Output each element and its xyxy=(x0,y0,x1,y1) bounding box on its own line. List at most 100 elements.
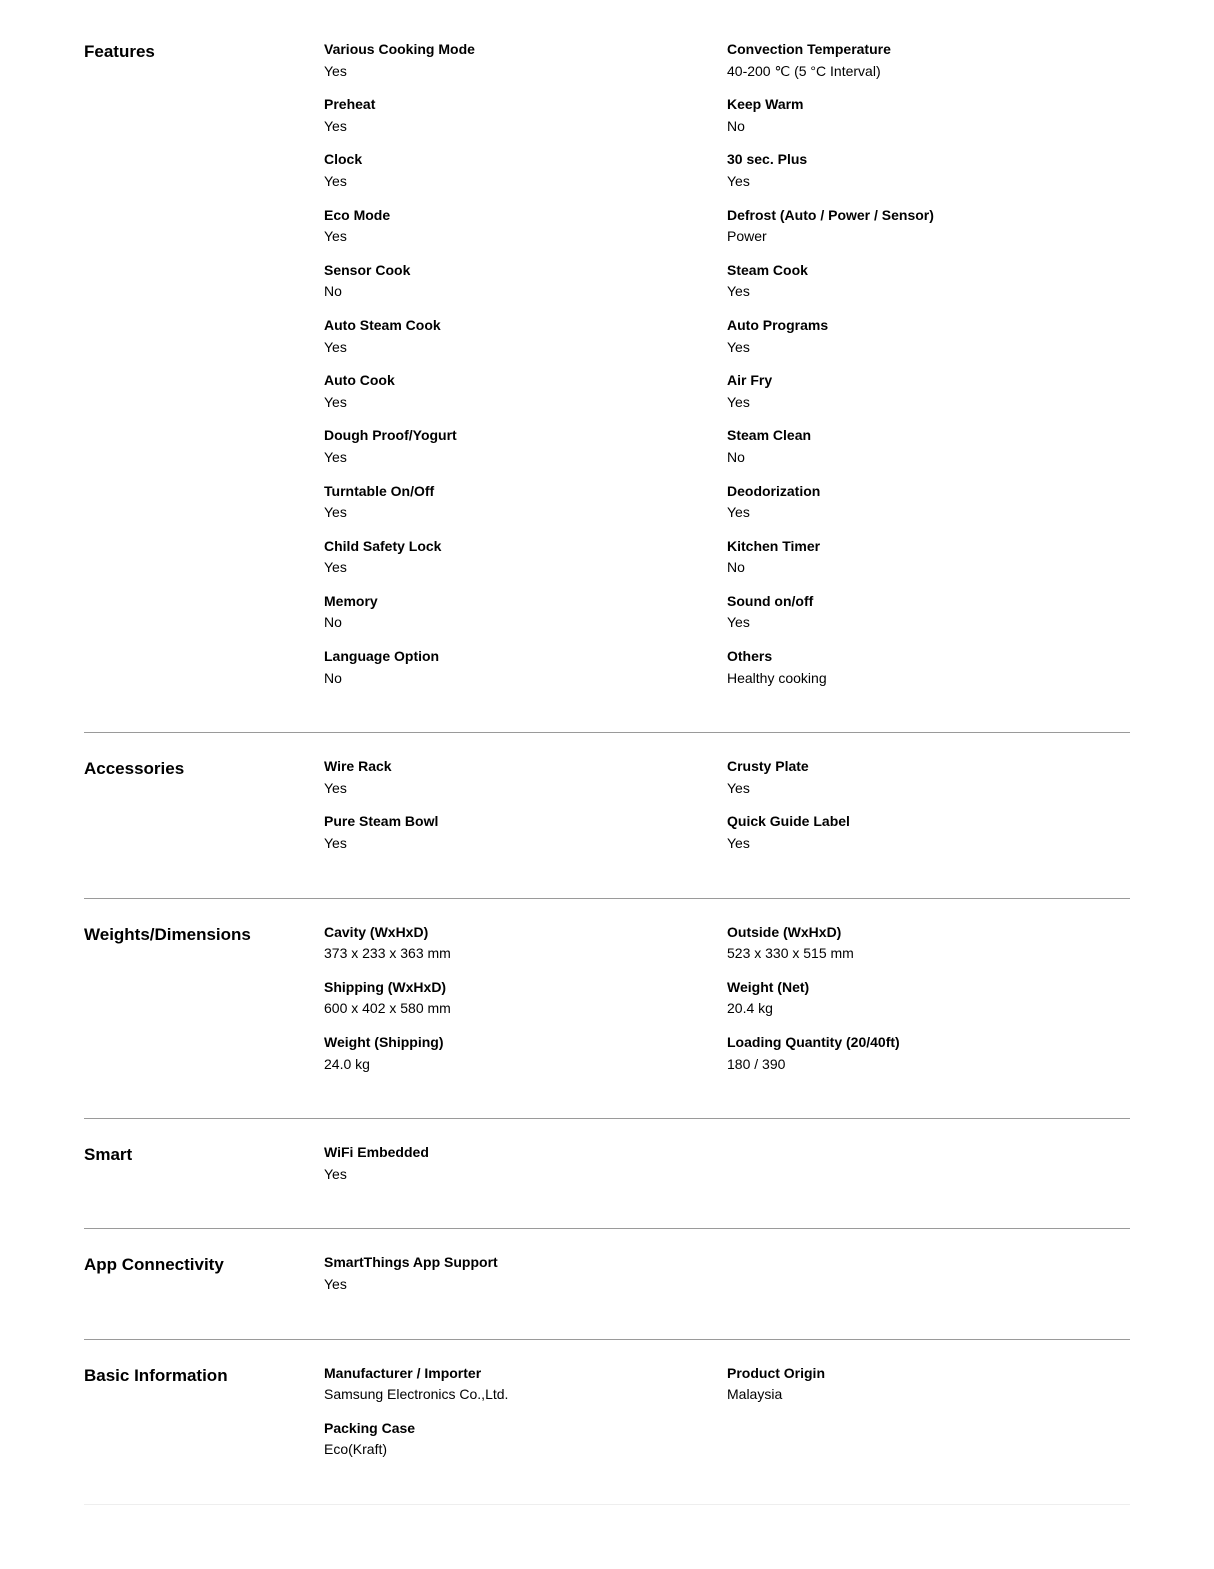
spec-value: Yes xyxy=(324,834,727,854)
spec-section: FeaturesVarious Cooking ModeYesPreheatYe… xyxy=(84,40,1130,733)
spec-section: SmartWiFi EmbeddedYes xyxy=(84,1143,1130,1229)
spec-label: Outside (WxHxD) xyxy=(727,923,1130,943)
spec-item: Shipping (WxHxD)600 x 402 x 580 mm xyxy=(324,978,727,1019)
spec-value: Yes xyxy=(324,227,727,247)
spec-label: 30 sec. Plus xyxy=(727,150,1130,170)
spec-item: SmartThings App SupportYes xyxy=(324,1253,727,1294)
spec-value: Yes xyxy=(727,779,1130,799)
spec-section: Basic InformationManufacturer / Importer… xyxy=(84,1364,1130,1505)
spec-label: Weight (Shipping) xyxy=(324,1033,727,1053)
spec-column-left: WiFi EmbeddedYes xyxy=(324,1143,727,1198)
spec-value: Eco(Kraft) xyxy=(324,1440,727,1460)
section-title: Features xyxy=(84,40,324,702)
spec-value: Yes xyxy=(324,558,727,578)
spec-label: Auto Programs xyxy=(727,316,1130,336)
spec-item: Turntable On/OffYes xyxy=(324,482,727,523)
spec-label: Wire Rack xyxy=(324,757,727,777)
spec-item: Steam CookYes xyxy=(727,261,1130,302)
spec-columns: SmartThings App SupportYes xyxy=(324,1253,1130,1308)
spec-value: Yes xyxy=(324,172,727,192)
spec-columns: Various Cooking ModeYesPreheatYesClockYe… xyxy=(324,40,1130,702)
spec-label: Clock xyxy=(324,150,727,170)
spec-value: Healthy cooking xyxy=(727,669,1130,689)
spec-label: Steam Cook xyxy=(727,261,1130,281)
spec-value: Power xyxy=(727,227,1130,247)
spec-label: SmartThings App Support xyxy=(324,1253,727,1273)
spec-item: Cavity (WxHxD)373 x 233 x 363 mm xyxy=(324,923,727,964)
spec-value: Samsung Electronics Co.,Ltd. xyxy=(324,1385,727,1405)
spec-value: Yes xyxy=(324,503,727,523)
spec-label: Convection Temperature xyxy=(727,40,1130,60)
spec-columns: Cavity (WxHxD)373 x 233 x 363 mm Shipping… xyxy=(324,923,1130,1089)
spec-column-right: Crusty PlateYesQuick Guide LabelYes xyxy=(727,757,1130,867)
spec-item: Language OptionNo xyxy=(324,647,727,688)
spec-item: Weight (Shipping)24.0 kg xyxy=(324,1033,727,1074)
spec-label: WiFi Embedded xyxy=(324,1143,727,1163)
spec-item: Auto Steam CookYes xyxy=(324,316,727,357)
spec-item: PreheatYes xyxy=(324,95,727,136)
spec-label: Steam Clean xyxy=(727,426,1130,446)
spec-value: Yes xyxy=(727,172,1130,192)
spec-value: Yes xyxy=(324,779,727,799)
spec-label: Kitchen Timer xyxy=(727,537,1130,557)
section-title: App Connectivity xyxy=(84,1253,324,1308)
spec-label: Eco Mode xyxy=(324,206,727,226)
spec-column-right xyxy=(727,1143,1130,1198)
spec-label: Pure Steam Bowl xyxy=(324,812,727,832)
spec-item: DeodorizationYes xyxy=(727,482,1130,523)
spec-column-left: Cavity (WxHxD)373 x 233 x 363 mm Shipping… xyxy=(324,923,727,1089)
spec-value: Yes xyxy=(727,282,1130,302)
spec-value: 523 x 330 x 515 mm xyxy=(727,944,1130,964)
spec-section: AccessoriesWire RackYesPure Steam BowlYe… xyxy=(84,757,1130,898)
section-title: Smart xyxy=(84,1143,324,1198)
spec-columns: Manufacturer / ImporterSamsung Electroni… xyxy=(324,1364,1130,1474)
spec-item: Air FryYes xyxy=(727,371,1130,412)
spec-value: 373 x 233 x 363 mm xyxy=(324,944,727,964)
spec-label: Others xyxy=(727,647,1130,667)
spec-label: Loading Quantity (20/40ft) xyxy=(727,1033,1130,1053)
spec-column-left: Manufacturer / ImporterSamsung Electroni… xyxy=(324,1364,727,1474)
spec-label: Weight (Net) xyxy=(727,978,1130,998)
spec-item: Weight (Net)20.4 kg xyxy=(727,978,1130,1019)
spec-item: Auto ProgramsYes xyxy=(727,316,1130,357)
spec-label: Packing Case xyxy=(324,1419,727,1439)
spec-item: Various Cooking ModeYes xyxy=(324,40,727,81)
spec-value: Yes xyxy=(727,338,1130,358)
spec-value: No xyxy=(727,117,1130,137)
spec-item: Eco ModeYes xyxy=(324,206,727,247)
spec-label: Auto Cook xyxy=(324,371,727,391)
spec-value: Yes xyxy=(727,503,1130,523)
spec-value: Yes xyxy=(727,613,1130,633)
spec-value: No xyxy=(324,282,727,302)
spec-column-left: SmartThings App SupportYes xyxy=(324,1253,727,1308)
spec-item: WiFi EmbeddedYes xyxy=(324,1143,727,1184)
spec-item: MemoryNo xyxy=(324,592,727,633)
spec-label: Language Option xyxy=(324,647,727,667)
spec-section: App ConnectivitySmartThings App SupportY… xyxy=(84,1253,1130,1339)
spec-value: No xyxy=(727,558,1130,578)
spec-label: Various Cooking Mode xyxy=(324,40,727,60)
spec-value: 180 / 390 xyxy=(727,1055,1130,1075)
spec-value: No xyxy=(324,669,727,689)
spec-label: Sound on/off xyxy=(727,592,1130,612)
spec-section: Weights/DimensionsCavity (WxHxD)373 x 23… xyxy=(84,923,1130,1120)
spec-item: Steam CleanNo xyxy=(727,426,1130,467)
spec-item: OthersHealthy cooking xyxy=(727,647,1130,688)
spec-column-right: Convection Temperature40-200 ℃ (5 °C Int… xyxy=(727,40,1130,702)
spec-label: Product Origin xyxy=(727,1364,1130,1384)
spec-label: Preheat xyxy=(324,95,727,115)
spec-value: No xyxy=(324,613,727,633)
spec-label: Dough Proof/Yogurt xyxy=(324,426,727,446)
spec-column-right: Outside (WxHxD)523 x 330 x 515 mm Weight … xyxy=(727,923,1130,1089)
spec-item: Product OriginMalaysia xyxy=(727,1364,1130,1405)
spec-label: Deodorization xyxy=(727,482,1130,502)
spec-item: Convection Temperature40-200 ℃ (5 °C Int… xyxy=(727,40,1130,81)
spec-value: Yes xyxy=(324,338,727,358)
spec-label: Defrost (Auto / Power / Sensor) xyxy=(727,206,1130,226)
section-title: Accessories xyxy=(84,757,324,867)
spec-columns: WiFi EmbeddedYes xyxy=(324,1143,1130,1198)
spec-item: Sound on/offYes xyxy=(727,592,1130,633)
spec-label: Child Safety Lock xyxy=(324,537,727,557)
spec-item: Auto CookYes xyxy=(324,371,727,412)
spec-value: Yes xyxy=(727,393,1130,413)
